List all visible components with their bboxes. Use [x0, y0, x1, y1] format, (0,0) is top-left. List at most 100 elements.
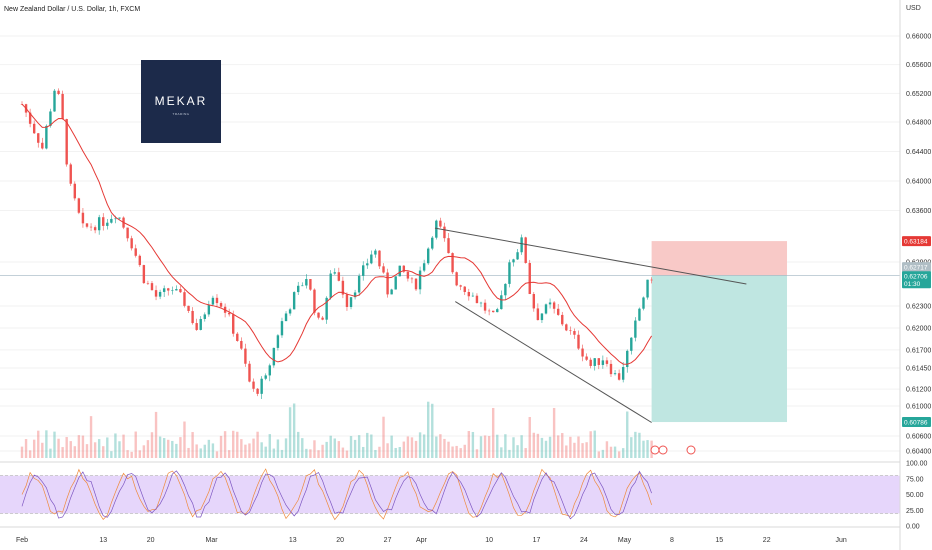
- volume-bar: [431, 403, 434, 458]
- oscillator-tick-label: 50.00: [906, 492, 924, 499]
- candle-body: [394, 276, 397, 290]
- volume-bar: [609, 446, 613, 458]
- volume-bar: [134, 431, 137, 458]
- volume-bar: [49, 448, 52, 458]
- candle-body: [491, 310, 495, 313]
- candle-body: [349, 297, 353, 307]
- candle-body: [561, 314, 564, 325]
- candle-body: [540, 313, 544, 321]
- volume-bar: [427, 401, 430, 458]
- price-tick-label: 0.62000: [906, 326, 931, 333]
- time-axis[interactable]: Feb 13 20 Mar 13 20 27 Apr 10 17 24 May 8 15 22 Jun: [16, 537, 847, 544]
- volume-bar: [187, 447, 190, 458]
- candle-body: [341, 280, 345, 295]
- candle-body: [626, 350, 629, 368]
- volume-bar: [305, 448, 308, 458]
- candle-body: [142, 265, 146, 284]
- candle-body: [288, 309, 292, 314]
- alt-price-tag: [902, 262, 931, 273]
- volume-bar: [28, 450, 32, 458]
- volume-bar: [264, 446, 267, 458]
- candle-body: [114, 218, 117, 220]
- us-flag-icon[interactable]: [686, 445, 696, 455]
- volume-bar: [219, 435, 223, 458]
- volume-bar: [536, 433, 540, 458]
- candle-body: [28, 112, 32, 124]
- volume-bar: [317, 450, 320, 458]
- price-tick-label: 0.60600: [906, 434, 931, 441]
- candle-body: [459, 285, 462, 287]
- candle-body: [496, 309, 499, 313]
- us-flag-icon[interactable]: [658, 445, 668, 455]
- volume-bar: [621, 448, 625, 458]
- candle-body: [451, 253, 454, 273]
- volume-bar: [191, 432, 194, 458]
- candle-body: [467, 292, 471, 297]
- volume-bar: [500, 447, 503, 458]
- candle-body: [447, 238, 450, 254]
- price-tick-label: 0.66000: [906, 34, 931, 41]
- currency-label: USD: [906, 5, 921, 12]
- candle-body: [609, 363, 613, 375]
- event-icons[interactable]: [650, 445, 696, 455]
- candle-body: [374, 250, 377, 255]
- volume-bar: [366, 432, 369, 458]
- candle-body: [260, 378, 263, 394]
- price-tick-label: 0.65600: [906, 62, 931, 69]
- volume-bar: [122, 434, 125, 458]
- candle-body: [175, 289, 178, 291]
- price-tick-label: 0.64000: [906, 179, 931, 186]
- take-profit-zone: [651, 275, 788, 423]
- price-tick-label: 0.64800: [906, 120, 931, 127]
- volume-bar: [110, 451, 113, 458]
- candle-body: [345, 294, 349, 307]
- time-tick-label: Jun: [836, 537, 847, 544]
- volume-bar: [443, 438, 446, 458]
- candle-body: [386, 272, 389, 295]
- volume-bar: [292, 403, 296, 458]
- price-tick-label: 0.65200: [906, 91, 931, 98]
- candle-body: [130, 238, 133, 249]
- candle-body: [621, 367, 625, 380]
- candle-body: [325, 297, 328, 320]
- volume-bar: [532, 432, 536, 458]
- volume-bar: [459, 448, 462, 458]
- volume-bar: [516, 445, 519, 458]
- volume-bar: [45, 430, 48, 458]
- time-tick-label: 15: [715, 537, 723, 544]
- volume-bar: [422, 434, 426, 458]
- volume-bar: [524, 448, 527, 458]
- candle-body: [32, 123, 36, 134]
- lightning-icon[interactable]: [650, 445, 660, 455]
- volume-bar: [626, 411, 629, 458]
- candle-body: [439, 220, 442, 227]
- target-price-tag: [902, 417, 931, 428]
- oscillator-axis: 100.00 75.00 50.00 25.00 0.00: [906, 461, 928, 531]
- price-tick-label: 0.61450: [906, 366, 931, 373]
- candle-body: [199, 318, 202, 330]
- candle-body: [435, 220, 438, 238]
- time-tick-label: 27: [384, 537, 392, 544]
- volume-bar: [504, 434, 507, 458]
- candle-body: [463, 286, 466, 293]
- volume-bar: [325, 441, 328, 458]
- volume-bar: [491, 407, 495, 458]
- volume-bar: [374, 449, 377, 458]
- candle-body: [642, 297, 645, 309]
- time-tick-label: Apr: [416, 537, 428, 544]
- chart-title: New Zealand Dollar / U.S. Dollar, 1h, FX…: [4, 6, 140, 13]
- volume-bar: [418, 432, 422, 458]
- candle-body: [264, 375, 267, 379]
- candle-body: [544, 304, 548, 314]
- candle-body: [179, 289, 182, 293]
- volume-bar: [65, 437, 68, 458]
- stop-loss-zone: [651, 241, 788, 276]
- candle-body: [398, 265, 401, 277]
- candle-body: [406, 271, 410, 279]
- volume-bar: [203, 444, 206, 458]
- volume-bar: [394, 447, 397, 458]
- candle-body: [487, 310, 491, 312]
- candle-body: [309, 279, 312, 290]
